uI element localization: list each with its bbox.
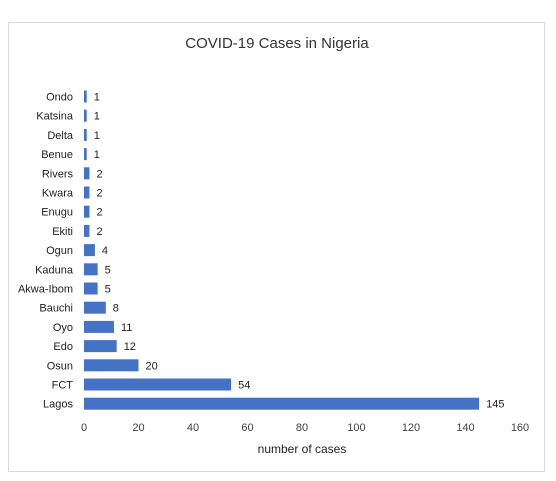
bar [84,378,232,391]
bar [84,244,95,257]
category-labels: Ondo Katsina Delta Benue Rivers Kwara Enugu Eki… [18,92,74,411]
bar [84,109,87,122]
category-label: Ogun [46,245,73,257]
data-label: 8 [113,303,119,315]
bar [84,148,87,161]
bar [84,263,98,276]
bar [84,301,106,314]
data-label: 20 [146,360,158,372]
bar [84,90,87,103]
data-label: 54 [238,380,250,392]
x-tick-label: 80 [296,422,308,434]
category-label: Kaduna [35,264,74,276]
bar [84,397,480,410]
data-label: 2 [96,168,102,180]
data-label: 2 [96,207,102,219]
data-label: 1 [94,130,100,142]
data-label: 2 [96,188,102,200]
x-tick-label: 100 [347,422,365,434]
data-label: 1 [94,111,100,123]
x-tick-label: 140 [456,422,474,434]
chart-title: COVID-19 Cases in Nigeria [185,35,369,52]
category-label: Katsina [36,111,74,123]
category-label: Ondo [46,92,73,104]
category-label: Enugu [41,207,73,219]
x-tick-label: 20 [132,422,144,434]
bar [84,359,139,372]
bar [84,205,90,218]
data-label: 11 [121,322,132,334]
data-label: 5 [105,284,111,296]
category-label: Bauchi [39,303,73,315]
x-tick-label: 0 [81,422,87,434]
category-label: Benue [41,149,73,161]
category-label: Kwara [42,188,74,200]
category-label: FCT [52,380,74,392]
data-label: 5 [105,264,111,276]
bar [84,128,87,141]
bar [84,186,90,199]
bars [84,90,480,410]
bar [84,320,114,333]
x-tick-label: 160 [511,422,529,434]
category-label: Delta [47,130,74,142]
x-tick-label: 120 [402,422,420,434]
data-label: 145 [486,399,504,411]
data-label: 1 [94,149,100,161]
category-label: Ekiti [52,226,73,238]
x-tick-label: 40 [187,422,199,434]
category-label: Akwa-Ibom [18,284,73,296]
category-label: Oyo [53,322,73,334]
chart-frame [8,22,545,472]
x-tick-label: 60 [241,422,253,434]
category-label: Rivers [42,168,74,180]
category-label: Lagos [43,399,73,411]
data-label: 1 [94,92,100,104]
x-axis-title: number of cases [258,442,347,456]
category-label: Osun [47,360,73,372]
data-label: 12 [124,341,136,353]
bar [84,224,90,237]
category-label: Edo [53,341,73,353]
data-label: 4 [102,245,108,257]
data-label: 2 [96,226,102,238]
bar [84,282,98,295]
x-axis-tick-labels: 0 20 40 60 80 100 120 140 160 [81,422,529,434]
bar [84,167,90,180]
bar [84,340,117,353]
